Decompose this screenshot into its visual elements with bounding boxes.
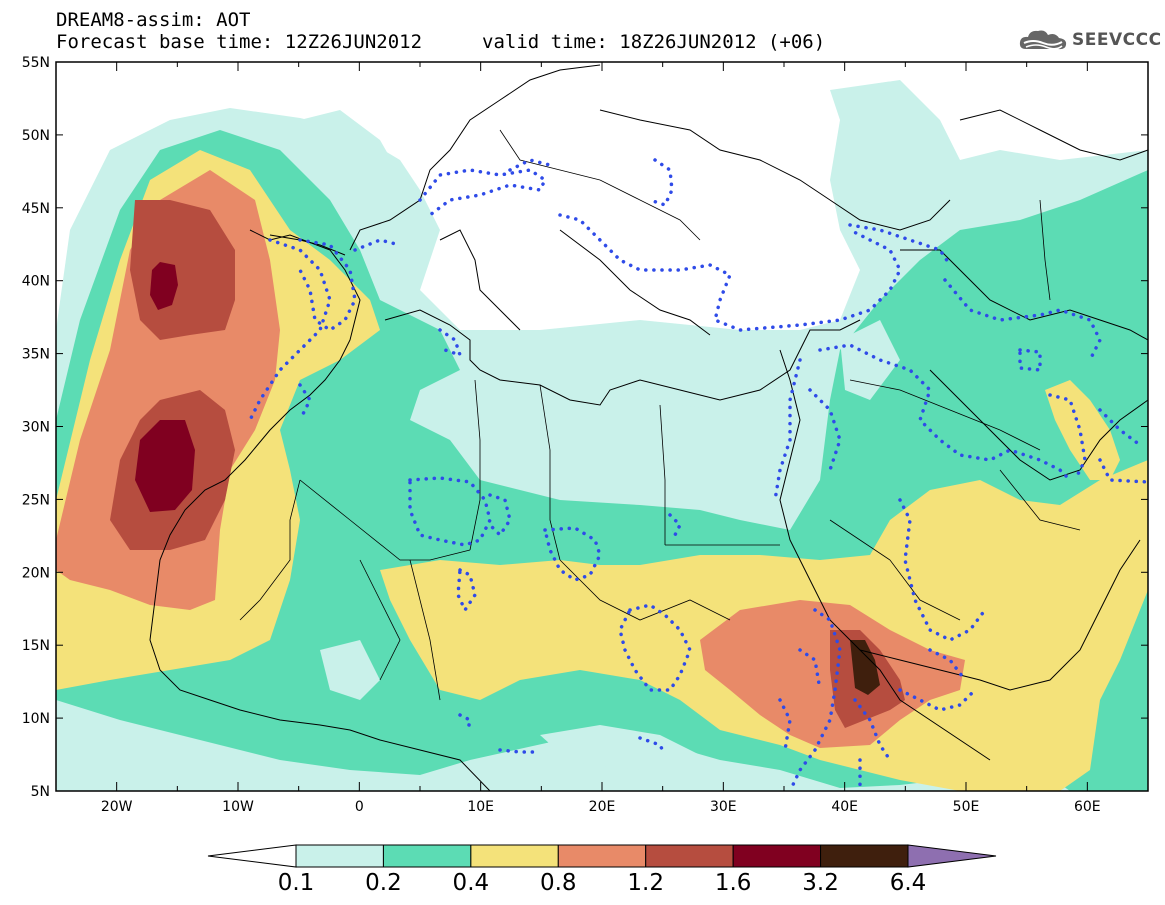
colorbar-level-label: 0.4 bbox=[452, 870, 490, 896]
colorbar-swatch bbox=[732, 844, 822, 868]
colorbar-level-label: 1.6 bbox=[714, 870, 752, 896]
lat-tick-label: 5N bbox=[31, 784, 50, 800]
coastlines bbox=[149, 64, 1148, 791]
lon-tick-label: 60E bbox=[1074, 799, 1101, 815]
lon-tick-label: 10W bbox=[222, 799, 254, 815]
colorbar-lower-arrow bbox=[207, 844, 297, 868]
lon-tick-label: 40E bbox=[831, 799, 858, 815]
lat-tick-label: 35N bbox=[22, 347, 50, 363]
lon-tick-labels: 20W 10W 0 10E 20E 30E 40E 50E 60E bbox=[101, 799, 1101, 815]
colorbar-swatch bbox=[382, 844, 472, 868]
lat-tick-label: 20N bbox=[22, 565, 50, 581]
valid-time-label: valid time: 18Z26JUN2012 (+06) bbox=[482, 31, 826, 53]
colorbar-swatch bbox=[557, 844, 647, 868]
aot-contour-0.1-spot-1 bbox=[480, 395, 800, 520]
cloud-icon bbox=[1019, 30, 1067, 50]
aot-contour-0.4-gulf bbox=[1045, 380, 1120, 480]
colorbar bbox=[207, 844, 997, 868]
colorbar-upper-arrow bbox=[907, 844, 997, 868]
colorbar-level-label: 1.2 bbox=[627, 870, 664, 896]
lat-tick-label: 30N bbox=[22, 420, 50, 436]
aot-field bbox=[56, 62, 1148, 791]
lon-tick-label: 0 bbox=[355, 799, 364, 815]
colorbar-level-label: 0.2 bbox=[365, 870, 402, 896]
lon-tick-label: 50E bbox=[953, 799, 980, 815]
lat-tick-labels: 55N 50N 45N 40N 35N 30N 25N 20N 15N 10N 5N bbox=[22, 55, 50, 800]
aot-contour-1.6 bbox=[150, 262, 178, 310]
aot-contour-0.1-spot-4 bbox=[540, 725, 700, 770]
colorbar-swatch bbox=[820, 844, 909, 868]
lat-tick-label: 10N bbox=[22, 711, 50, 727]
lat-tick-label: 40N bbox=[22, 274, 50, 290]
chart-title: DREAM8-assim: AOT bbox=[56, 9, 251, 31]
lat-tick-label: 50N bbox=[22, 128, 50, 144]
axis-ticks bbox=[55, 61, 1149, 792]
colorbar-level-label: 0.8 bbox=[539, 870, 577, 896]
lat-tick-label: 55N bbox=[22, 55, 50, 71]
aot-contour-0.1-spot-2 bbox=[840, 320, 900, 400]
lon-tick-label: 20E bbox=[589, 799, 616, 815]
logo-text: SEEVCCC bbox=[1072, 30, 1162, 50]
colorbar-swatch bbox=[470, 844, 559, 868]
colorbar-swatch bbox=[645, 844, 734, 868]
colorbar-level-label: 3.2 bbox=[802, 870, 839, 896]
lat-tick-label: 25N bbox=[22, 492, 50, 508]
colorbar-level-label: 6.4 bbox=[889, 870, 927, 896]
lat-tick-label: 45N bbox=[22, 201, 50, 217]
aot-contour-0.1-north bbox=[300, 110, 400, 200]
assim-contours bbox=[248, 158, 1148, 791]
aot-contour-0.1-spot-3 bbox=[320, 640, 380, 700]
colorbar-level-label: 0.1 bbox=[277, 870, 315, 896]
colorbar-swatch bbox=[295, 844, 384, 868]
lon-tick-label: 20W bbox=[101, 799, 133, 815]
logo: SEEVCCC bbox=[1018, 26, 1162, 54]
country-borders bbox=[239, 129, 1081, 701]
aot-contour-1.6-south bbox=[135, 420, 195, 512]
lon-tick-label: 10E bbox=[467, 799, 494, 815]
base-time-label: Forecast base time: 12Z26JUN2012 bbox=[56, 31, 423, 53]
aot-contour-3.2 bbox=[850, 640, 880, 695]
lon-tick-label: 30E bbox=[710, 799, 737, 815]
lat-tick-label: 15N bbox=[22, 638, 50, 654]
